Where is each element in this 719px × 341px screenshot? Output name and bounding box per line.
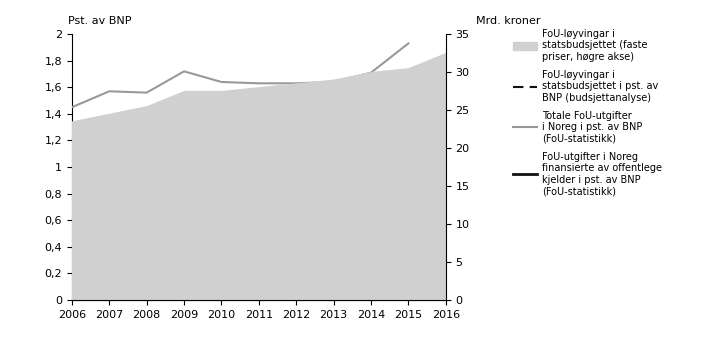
- Text: Mrd. kroner: Mrd. kroner: [476, 16, 540, 26]
- Legend: FoU-løyvingar i
statsbudsjettet (faste
priser, høgre akse), FoU-løyvingar i
stat: FoU-løyvingar i statsbudsjettet (faste p…: [513, 29, 662, 196]
- Text: Pst. av BNP: Pst. av BNP: [68, 16, 132, 26]
